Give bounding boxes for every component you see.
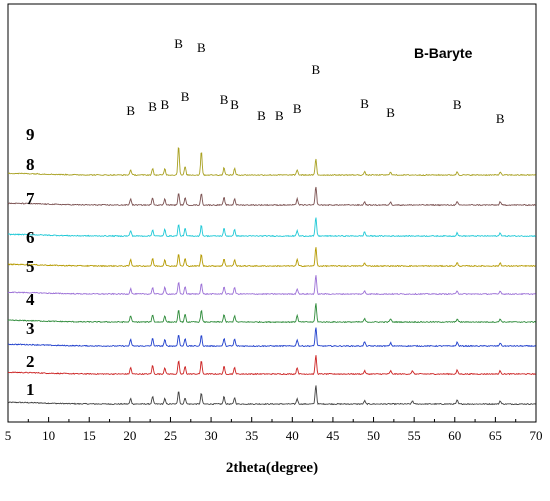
peak-label: B <box>230 97 239 112</box>
trace-5 <box>7 275 537 296</box>
x-tick-label: 50 <box>367 428 380 443</box>
peak-label: B <box>453 97 462 112</box>
peak-label: B <box>220 92 229 107</box>
trace-4 <box>7 303 537 324</box>
trace-label-6: 6 <box>26 228 35 247</box>
trace-8 <box>7 186 536 207</box>
x-tick-label: 60 <box>448 428 461 443</box>
peak-label: B <box>293 101 302 116</box>
x-tick-label: 10 <box>42 428 55 443</box>
trace-1 <box>7 385 536 406</box>
x-tick-label: 25 <box>164 428 177 443</box>
trace-9 <box>7 147 536 177</box>
peak-label: B <box>360 96 369 111</box>
x-tick-label: 35 <box>245 428 258 443</box>
trace-label-1: 1 <box>26 380 35 399</box>
peak-label: B <box>275 108 284 123</box>
x-tick-label: 70 <box>530 428 543 443</box>
peak-label: B <box>197 40 206 55</box>
trace-label-8: 8 <box>26 155 35 174</box>
peak-label: B <box>148 99 157 114</box>
peak-label: B <box>257 108 266 123</box>
x-tick-label: 55 <box>408 428 421 443</box>
x-axis: 5 10 15 20 25 30 35 40 45 50 55 60 65 70 <box>5 417 543 443</box>
x-tick-label: 30 <box>205 428 218 443</box>
trace-label-9: 9 <box>26 125 35 144</box>
x-axis-title: 2theta(degree) <box>226 460 318 476</box>
trace-label-7: 7 <box>26 189 35 208</box>
plot-frame <box>7 3 537 423</box>
x-tick-label: 5 <box>5 428 12 443</box>
trace-3 <box>7 327 536 348</box>
x-tick-label: 45 <box>326 428 339 443</box>
peak-label: B <box>126 103 135 118</box>
x-tick-label: 20 <box>123 428 136 443</box>
peak-label: B <box>312 62 321 77</box>
x-tick-label: 65 <box>489 428 502 443</box>
traces-group <box>7 147 537 406</box>
trace-labels-group: 1 2 3 4 5 6 7 8 9 <box>26 125 35 399</box>
peak-label: B <box>386 105 395 120</box>
legend-text: B-Baryte <box>414 45 473 61</box>
peak-label: B <box>160 97 169 112</box>
peak-label: B <box>181 89 190 104</box>
trace-label-2: 2 <box>26 352 35 371</box>
trace-6 <box>8 247 536 268</box>
peak-label: B <box>496 111 505 126</box>
x-tick-label: 40 <box>286 428 299 443</box>
peak-label: B <box>174 36 183 51</box>
x-tick-label: 15 <box>83 428 96 443</box>
trace-2 <box>7 355 536 376</box>
trace-label-5: 5 <box>26 257 35 276</box>
trace-label-3: 3 <box>26 319 35 338</box>
trace-label-4: 4 <box>26 290 35 309</box>
trace-7 <box>7 217 536 238</box>
